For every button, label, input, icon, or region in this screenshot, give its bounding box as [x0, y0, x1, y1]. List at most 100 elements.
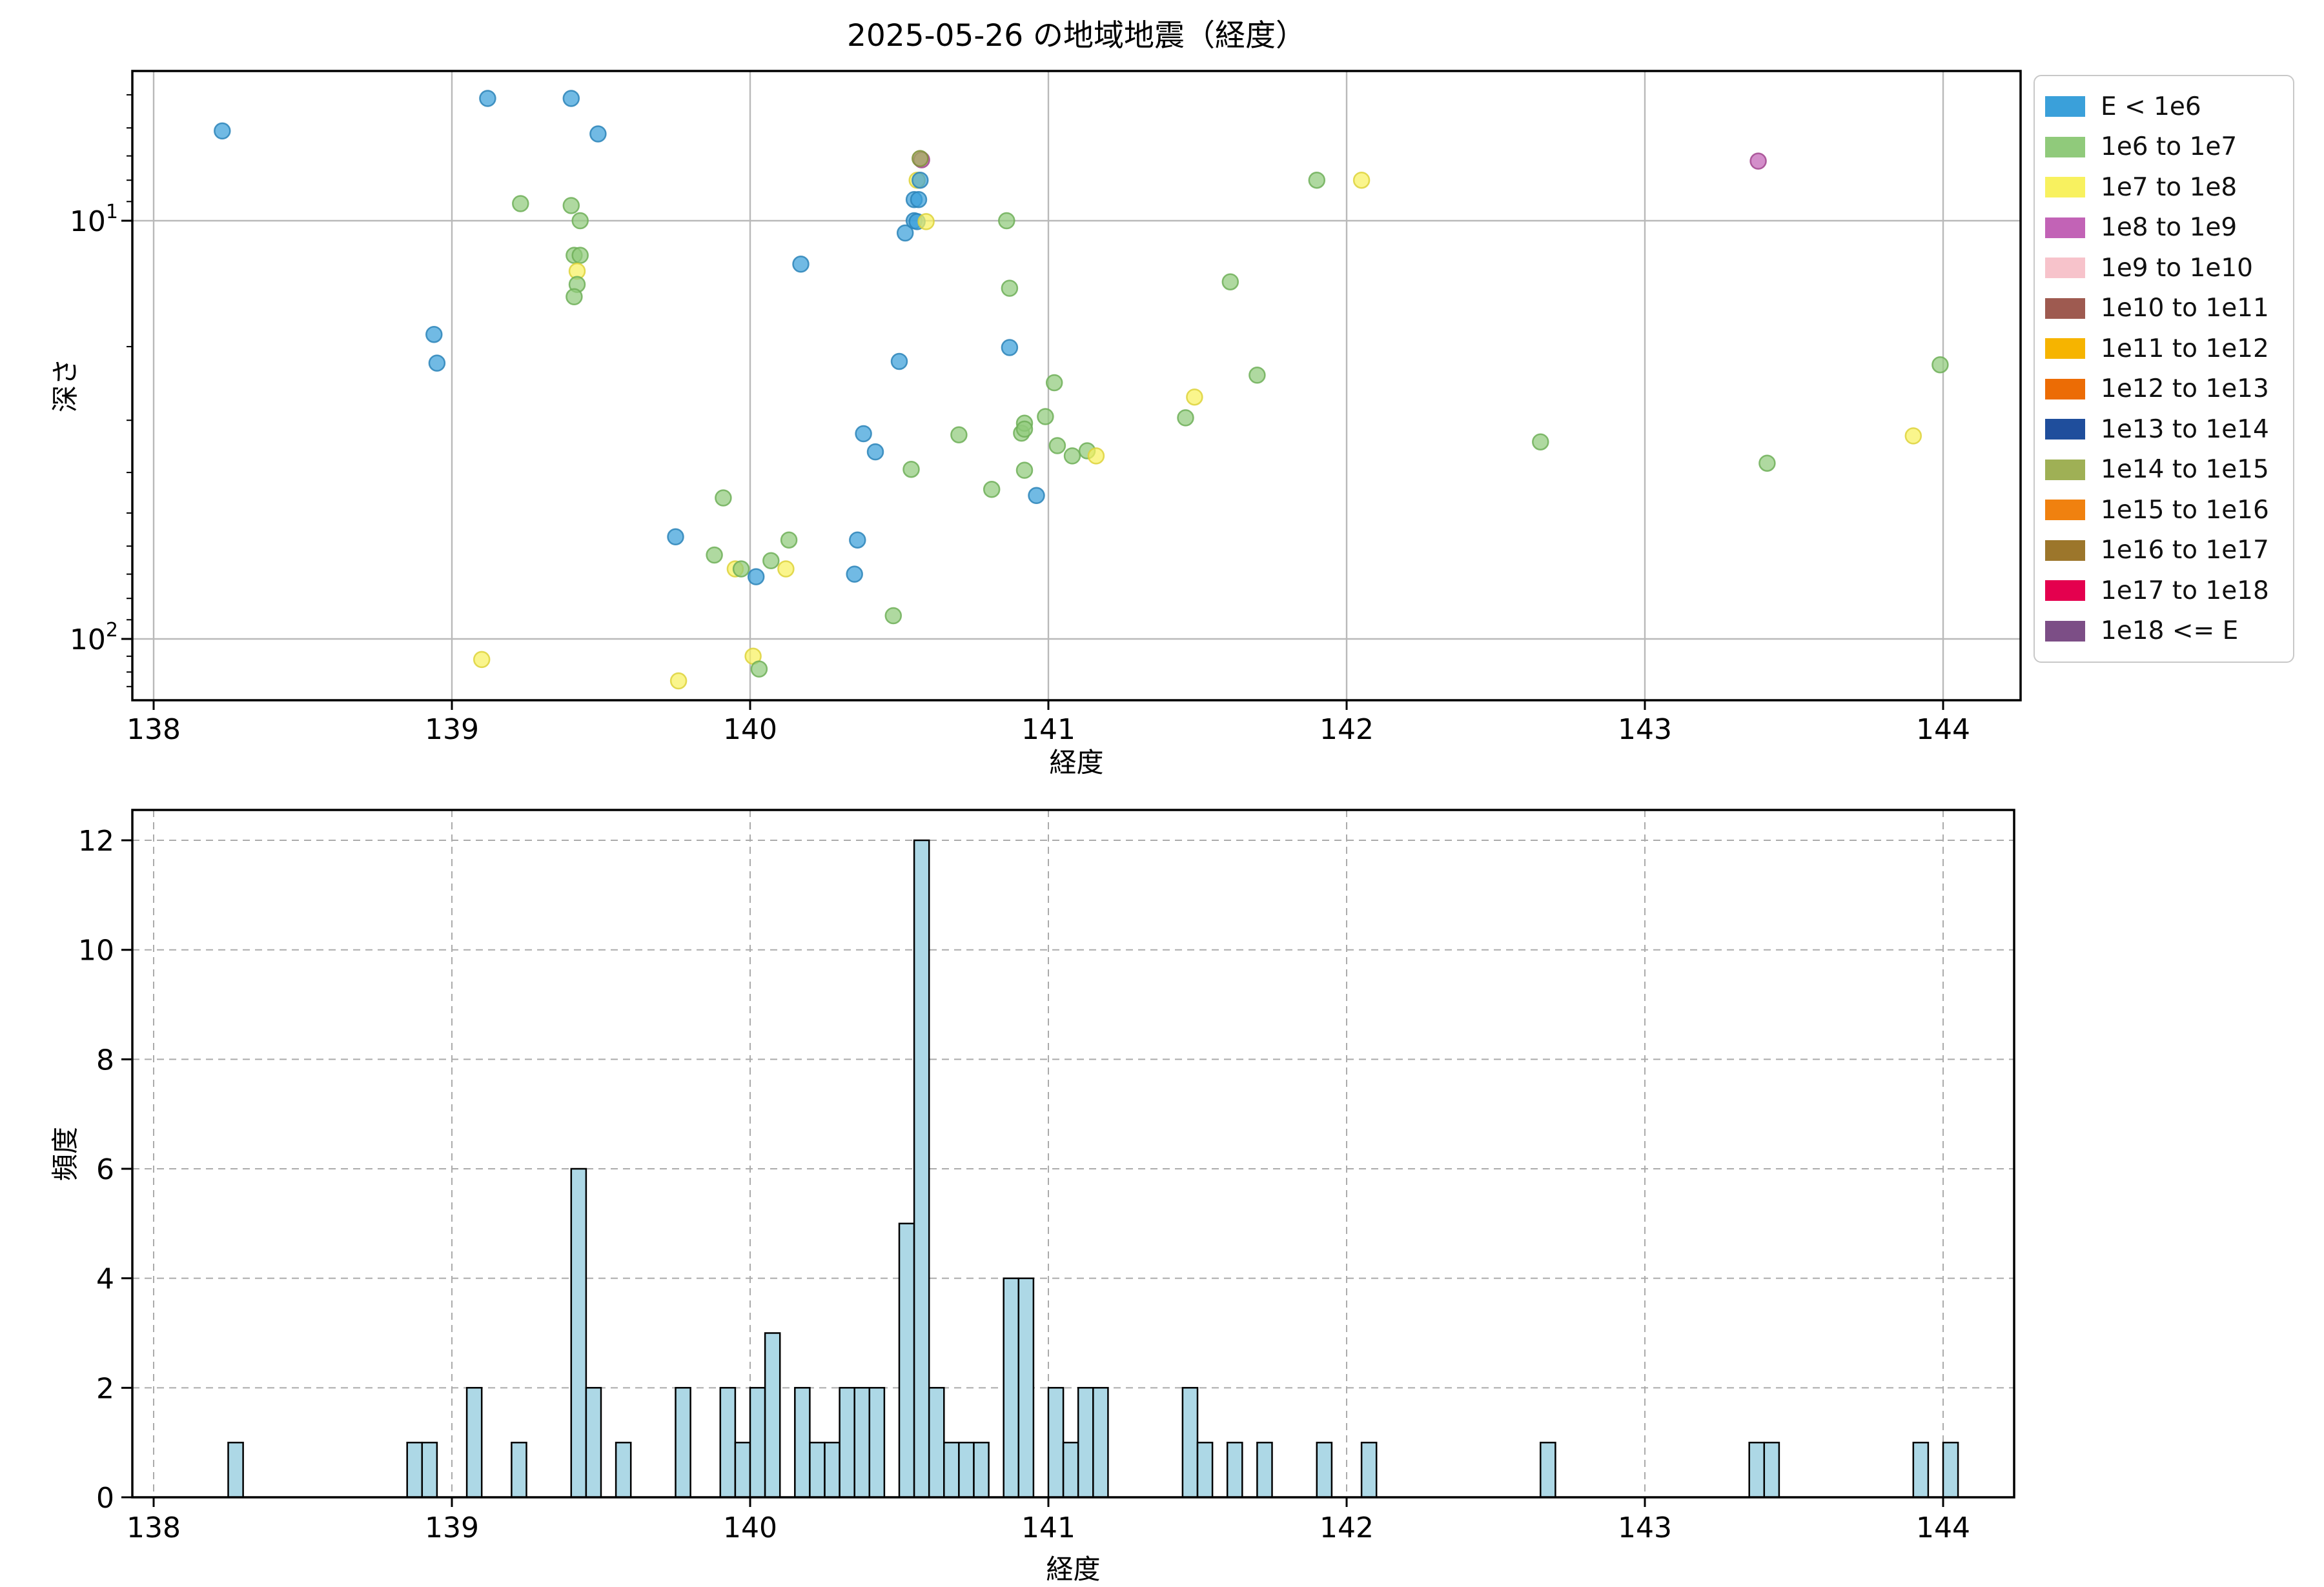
legend-swatch	[2045, 419, 2085, 440]
hist-bar	[1942, 1441, 1959, 1499]
scatter-point	[1249, 367, 1266, 384]
scatter-point	[1015, 461, 1034, 479]
legend-label: 1e12 to 1e13	[2101, 374, 2269, 404]
scatter-point	[896, 224, 914, 242]
hist-bar	[1062, 1441, 1079, 1499]
hist-bar	[1077, 1387, 1094, 1499]
scatter-point	[479, 90, 496, 107]
legend-swatch	[2045, 136, 2085, 157]
scatter-point	[747, 568, 765, 585]
hist-bar	[1196, 1441, 1214, 1499]
legend-swatch	[2045, 298, 2085, 319]
figure: 138 139 140 141 142 143 144 101 102 138 139 140 141 1…	[49, 18, 2294, 1585]
legend-item: 1e15 to 1e16	[2045, 490, 2287, 531]
x-tick-label: 143	[1618, 713, 1672, 746]
legend-label: 1e9 to 1e10	[2101, 253, 2253, 283]
scatter-point	[998, 212, 1015, 230]
x-tick-label: 144	[1916, 1511, 1970, 1544]
legend-item: 1e18 <= E	[2045, 611, 2287, 652]
scatter-point	[846, 565, 863, 583]
scatter-point	[1749, 152, 1767, 170]
hist-bar	[585, 1387, 602, 1499]
scatter-point	[780, 531, 798, 549]
hist-bar	[1256, 1441, 1273, 1499]
legend-swatch	[2045, 500, 2085, 521]
scatter-point	[1186, 388, 1203, 406]
x-tick-label: 139	[425, 713, 479, 746]
scatter-point	[1087, 447, 1105, 465]
legend-swatch	[2045, 96, 2085, 117]
hist-bar	[749, 1387, 766, 1499]
legend-label: 1e17 to 1e18	[2101, 576, 2269, 605]
scatter-point	[1221, 273, 1239, 290]
hist-bar	[615, 1441, 632, 1499]
scatter-point	[667, 528, 684, 546]
y-tick-label: 4	[96, 1263, 114, 1296]
scatter-point	[849, 531, 866, 549]
scatter-point	[762, 552, 780, 570]
hist-bar	[1047, 1387, 1065, 1499]
hist-bar	[1003, 1277, 1020, 1499]
hist-bar	[465, 1387, 483, 1499]
y-tick-label: 0	[96, 1482, 114, 1515]
scatter-point	[571, 212, 589, 230]
legend-item: 1e8 to 1e9	[2045, 208, 2287, 248]
hist-bar	[1540, 1441, 1556, 1499]
x-tick-label: 140	[723, 713, 777, 746]
hist-bar	[406, 1441, 423, 1499]
legend-label: 1e15 to 1e16	[2101, 495, 2269, 525]
scatter-axes-frame	[131, 70, 2022, 702]
scatter-point	[910, 190, 928, 208]
scatter-point	[1015, 420, 1034, 438]
y-tick-label: 8	[96, 1044, 114, 1077]
legend-swatch	[2045, 217, 2085, 238]
legend-item: 1e11 to 1e12	[2045, 329, 2287, 369]
scatter-point	[1532, 433, 1549, 450]
hist-bar	[1360, 1441, 1378, 1499]
y-tick-label: 102	[70, 619, 118, 656]
scatter-point	[1048, 437, 1066, 454]
legend-swatch	[2045, 580, 2085, 601]
scatter-point	[1001, 339, 1019, 356]
scatter-point	[589, 125, 607, 143]
y-tick-label: 101	[70, 201, 118, 238]
hist-bar	[839, 1387, 855, 1499]
hist-bar	[421, 1441, 438, 1499]
scatter-point	[732, 560, 750, 578]
legend-item: 1e6 to 1e7	[2045, 127, 2287, 168]
scatter-point	[571, 247, 589, 264]
hist-bar	[1092, 1387, 1109, 1499]
scatter-point	[890, 352, 908, 370]
hist-bar	[719, 1387, 737, 1499]
legend-swatch	[2045, 177, 2085, 198]
scatter-point	[902, 460, 920, 478]
scatter-point	[912, 171, 929, 189]
hist-bar	[764, 1332, 781, 1499]
scatter-point	[1177, 409, 1194, 427]
scatter-point	[1037, 408, 1054, 425]
scatter-point	[473, 651, 491, 669]
scatter-point	[562, 90, 580, 107]
legend-label: 1e13 to 1e14	[2101, 414, 2269, 444]
scatter-point	[562, 197, 580, 214]
hist-bar	[809, 1441, 826, 1499]
scatter-point	[1001, 279, 1019, 297]
legend-item: 1e7 to 1e8	[2045, 167, 2287, 208]
x-tick-label: 141	[1021, 1511, 1075, 1544]
hist-bar	[794, 1387, 811, 1499]
legend-item: 1e13 to 1e14	[2045, 409, 2287, 450]
scatter-point	[512, 195, 529, 212]
hist-bar	[227, 1441, 244, 1499]
scatter-y-axis-label: 深さ	[49, 358, 81, 413]
hist-bar	[1748, 1441, 1766, 1499]
y-tick-label: 10	[78, 935, 114, 967]
legend-item: 1e14 to 1e15	[2045, 450, 2287, 490]
x-tick-label: 141	[1021, 713, 1075, 746]
y-tick-exponent: 1	[106, 201, 118, 223]
hist-bar	[1763, 1441, 1780, 1499]
scatter-point	[1932, 356, 1949, 374]
legend-item: E < 1e6	[2045, 86, 2287, 127]
hist-bar	[824, 1441, 841, 1499]
y-tick-exponent: 2	[106, 619, 118, 642]
legend-label: 1e8 to 1e9	[2101, 213, 2237, 243]
